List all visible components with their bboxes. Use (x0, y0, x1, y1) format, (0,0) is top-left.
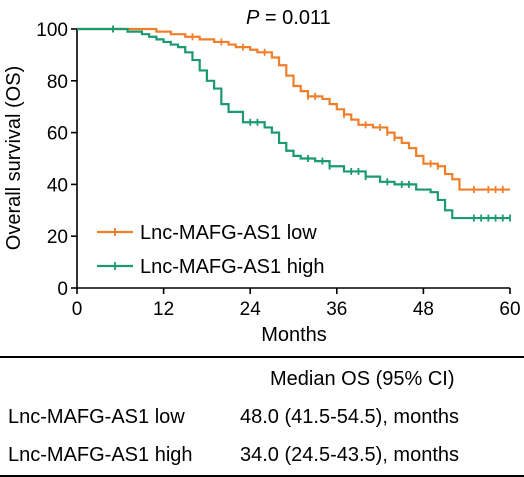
y-tick-label: 80 (47, 72, 68, 93)
y-tick-label: 60 (47, 124, 68, 145)
x-axis: 0 12 24 36 48 60 (72, 287, 521, 320)
x-tick-label: 36 (326, 299, 347, 320)
y-tick-label: 40 (47, 175, 68, 196)
p-value-annotation: P = 0.011 (246, 7, 331, 29)
series-line-1 (77, 27, 510, 220)
table-row-low-value: 48.0 (41.5-54.5), months (240, 406, 460, 428)
x-tick-label: 24 (240, 299, 262, 320)
x-axis-title: Months (261, 324, 327, 345)
table-header: Median OS (95% CI) (270, 368, 455, 390)
x-tick-label: 48 (413, 299, 434, 320)
y-axis-title: Overall survival (OS) (3, 66, 25, 250)
p-value-text: = 0.011 (259, 7, 330, 29)
y-tick-label: 100 (36, 20, 68, 41)
y-axis: 0 20 40 60 80 100 (36, 20, 78, 300)
p-symbol: P (246, 7, 260, 29)
table-bottom-rule (0, 475, 524, 477)
table-row-high-value: 34.0 (24.5-43.5), months (240, 444, 460, 466)
legend: Lnc-MAFG-AS1 low Lnc-MAFG-AS1 high (97, 222, 325, 278)
x-tick-label: 0 (72, 299, 83, 320)
table-top-rule (0, 356, 524, 358)
legend-label-1: Lnc-MAFG-AS1 high (140, 256, 325, 278)
median-os-table: Median OS (95% CI) Lnc-MAFG-AS1 low 48.0… (0, 356, 524, 477)
series-line-0 (77, 27, 510, 191)
y-tick-label: 20 (47, 227, 68, 248)
table-row-low-label: Lnc-MAFG-AS1 low (8, 406, 185, 428)
y-tick-label: 0 (57, 279, 68, 300)
legend-label-0: Lnc-MAFG-AS1 low (140, 222, 317, 244)
table-row-high-label: Lnc-MAFG-AS1 high (8, 444, 193, 466)
survival-curves (77, 25, 511, 222)
survival-chart: 0 20 40 60 80 100 0 12 24 36 48 60 Lnc-MAFG-AS1 lo… (3, 7, 521, 345)
x-tick-label: 60 (499, 299, 520, 320)
x-tick-label: 12 (153, 299, 174, 320)
